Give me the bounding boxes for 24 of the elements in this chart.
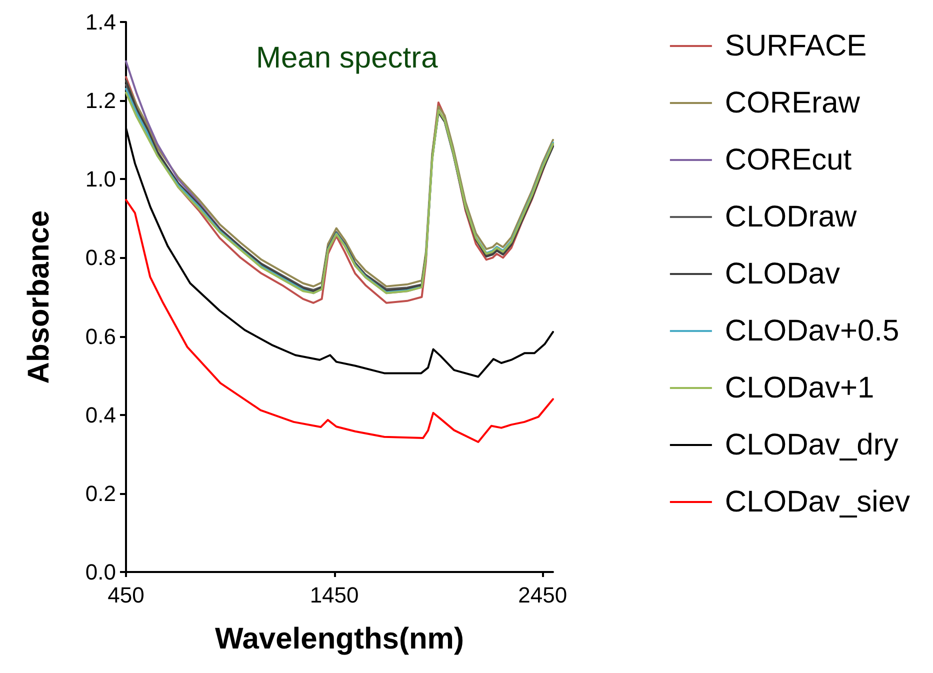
x-tick-label: 1450 bbox=[310, 582, 359, 608]
x-tick-label: 2450 bbox=[518, 582, 568, 608]
legend-label: CLODav+0.5 bbox=[724, 314, 900, 348]
y-tick-label: 0.2 bbox=[85, 480, 116, 506]
text: Mean spectra bbox=[256, 42, 438, 74]
legend-label: CLODav+1 bbox=[724, 372, 874, 404]
y-tick-label: 0.4 bbox=[85, 402, 116, 428]
legend-label: CLODav_siev bbox=[724, 486, 910, 518]
y-tick-label: 0.8 bbox=[85, 245, 116, 270]
legend-label: COREraw bbox=[724, 86, 860, 120]
y-tick-label: 0.6 bbox=[85, 324, 116, 349]
y-axis-title: Absorbance bbox=[22, 210, 56, 384]
legend-label: CLODraw bbox=[724, 200, 857, 234]
legend-label: CLODav bbox=[724, 258, 840, 290]
y-tick-label: 1.0 bbox=[85, 166, 116, 192]
y-tick-label: 0.0 bbox=[85, 560, 116, 584]
y-tick-label: 1.4 bbox=[85, 10, 116, 34]
legend-label: COREcut bbox=[724, 144, 852, 176]
legend-label: CLODav_dry bbox=[724, 428, 898, 462]
x-axis-title: Wavelengths(nm) bbox=[215, 622, 464, 656]
line-series bbox=[125, 198, 554, 443]
legend-label: SURFACE bbox=[724, 30, 867, 62]
y-tick-label: 1.2 bbox=[85, 88, 116, 114]
x-tick-label: 450 bbox=[108, 582, 144, 608]
